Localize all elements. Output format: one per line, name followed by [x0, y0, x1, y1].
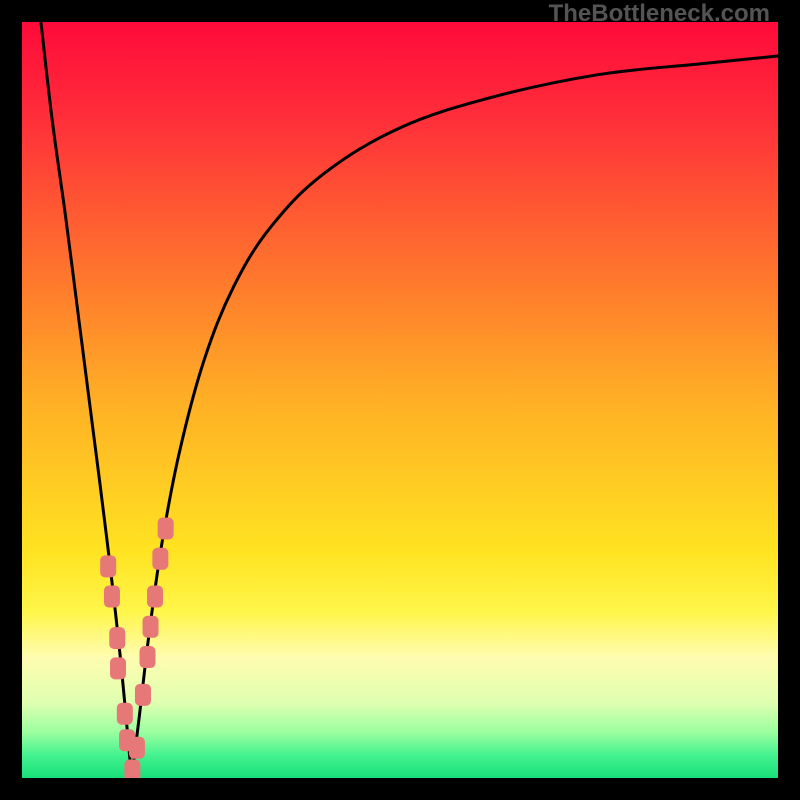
data-marker — [104, 586, 120, 608]
data-marker — [100, 555, 116, 577]
gradient-background — [22, 22, 778, 778]
plot-area — [22, 22, 778, 778]
chart-svg — [22, 22, 778, 778]
watermark-text: TheBottleneck.com — [549, 0, 770, 28]
chart-container: TheBottleneck.com — [0, 0, 800, 800]
data-marker — [140, 646, 156, 668]
data-marker — [143, 616, 159, 638]
data-marker — [109, 627, 125, 649]
data-marker — [110, 657, 126, 679]
data-marker — [117, 703, 133, 725]
data-marker — [152, 548, 168, 570]
data-marker — [147, 586, 163, 608]
data-marker — [158, 518, 174, 540]
data-marker — [129, 737, 145, 759]
data-marker — [124, 759, 140, 778]
data-marker — [135, 684, 151, 706]
